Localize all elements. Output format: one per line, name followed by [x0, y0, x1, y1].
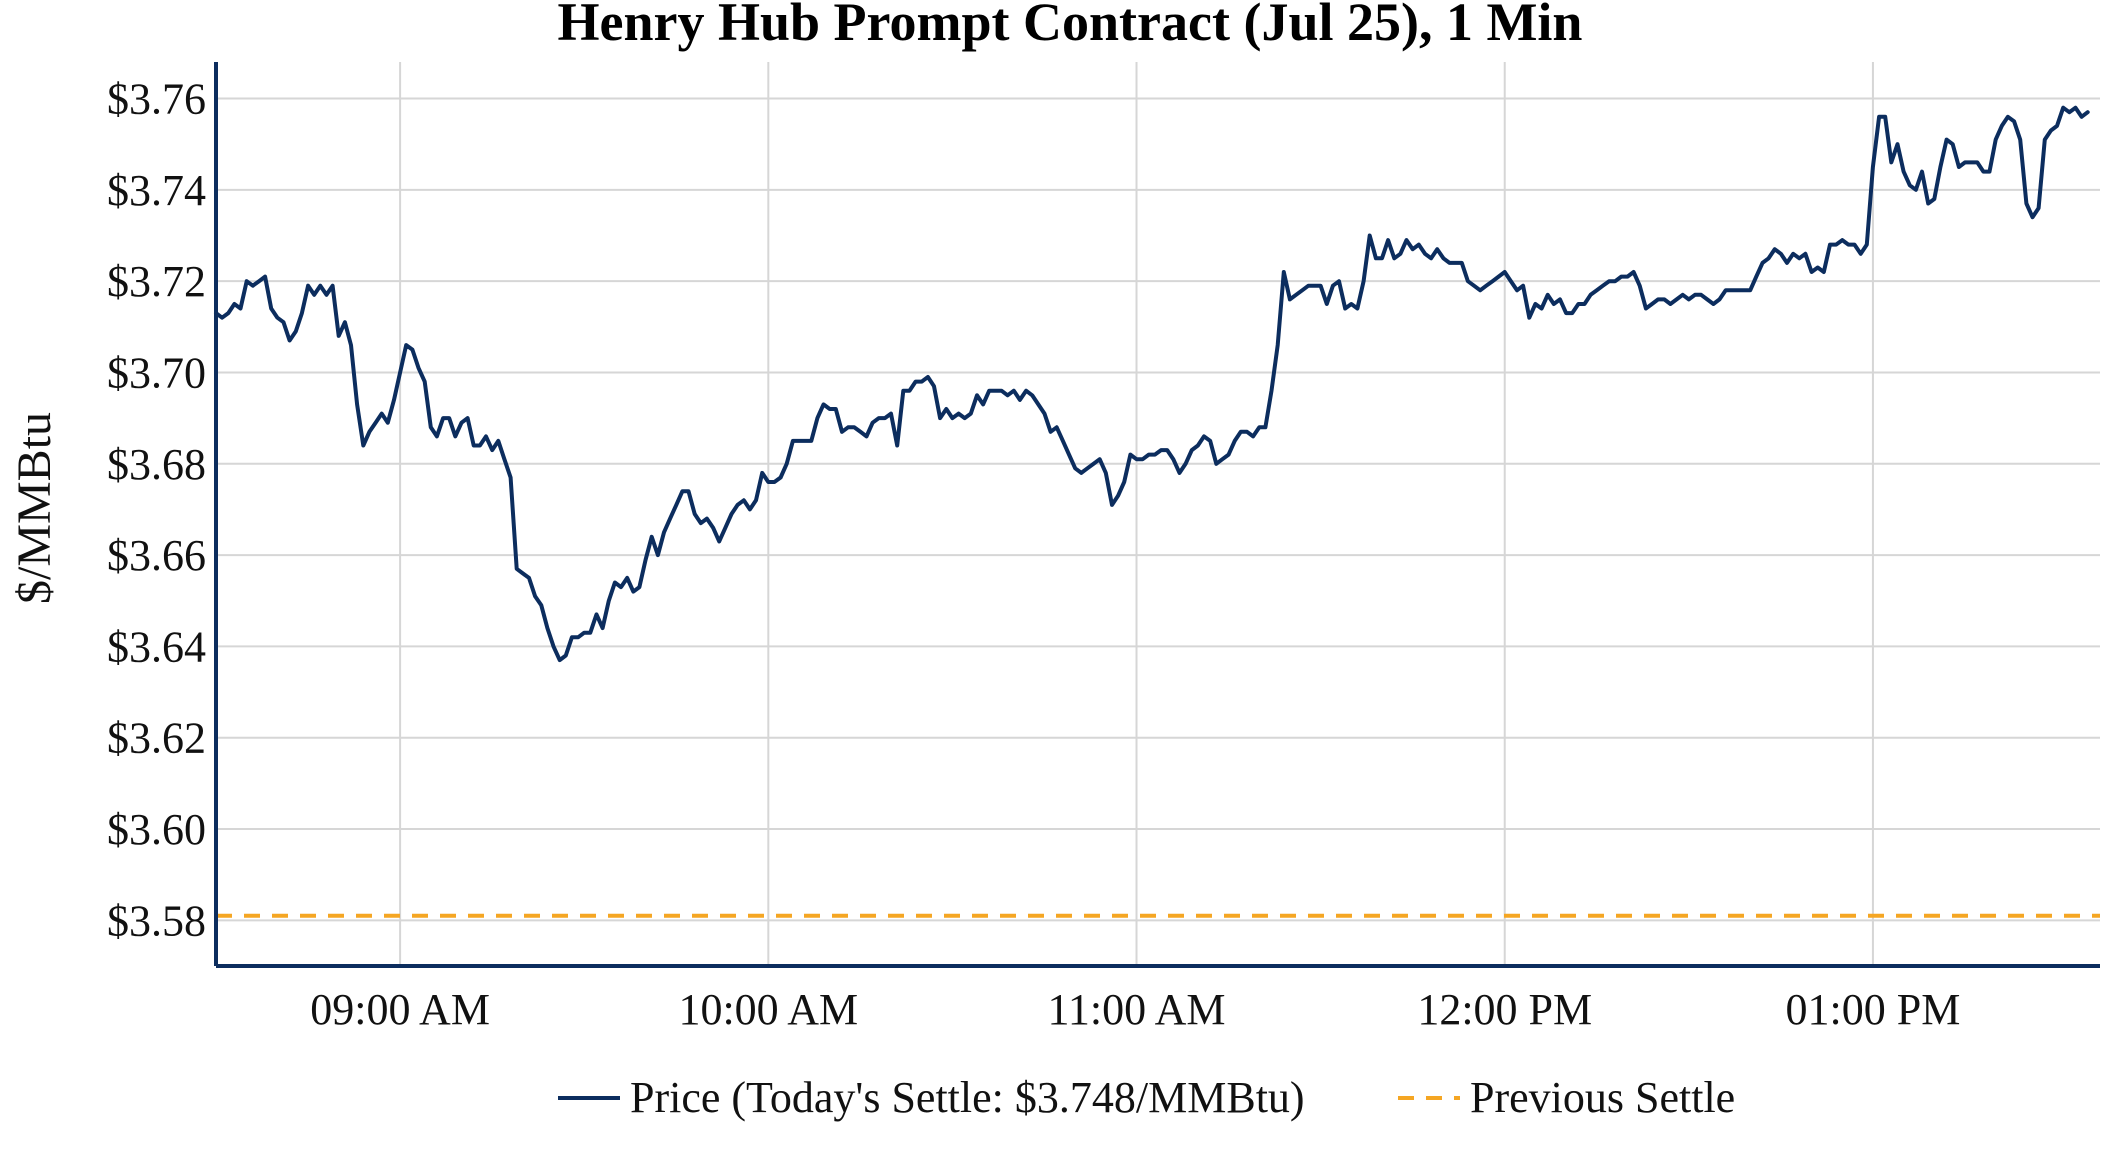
y-tick-label: $3.58 [107, 896, 206, 945]
price-series-line [214, 105, 2090, 663]
legend-previous-settle-label: Previous Settle [1470, 1073, 1735, 1122]
y-tick-label: $3.64 [107, 622, 206, 671]
y-tick-label: $3.60 [107, 805, 206, 854]
axis-layer [214, 62, 2100, 968]
tick-label-layer: $3.58 $3.60 $3.62 $3.64 $3.66 $3.68 $3.70 $3.72… [107, 75, 1960, 1034]
y-axis-label: $/MMBtu [8, 412, 61, 604]
y-tick-label: $3.72 [107, 257, 206, 306]
y-tick-label: $3.62 [107, 714, 206, 763]
series-layer [214, 105, 2090, 663]
x-tick-label: 12:00 PM [1417, 985, 1592, 1034]
x-tick-label: 11:00 AM [1047, 985, 1225, 1034]
legend-price-label: Price (Today's Settle: $3.748/MMBtu) [630, 1073, 1305, 1122]
y-tick-label: $3.74 [107, 166, 206, 215]
y-tick-label: $3.70 [107, 348, 206, 397]
y-tick-label: $3.68 [107, 440, 206, 489]
x-tick-label: 01:00 PM [1786, 985, 1961, 1034]
y-tick-label: $3.66 [107, 531, 206, 580]
legend: Price (Today's Settle: $3.748/MMBtu) Pre… [558, 1073, 1735, 1122]
grid-layer [216, 62, 2100, 966]
chart-title: Henry Hub Prompt Contract (Jul 25), 1 Mi… [558, 0, 1583, 52]
y-tick-label: $3.76 [107, 75, 206, 124]
x-tick-label: 10:00 AM [678, 985, 858, 1034]
x-tick-label: 09:00 AM [310, 985, 490, 1034]
